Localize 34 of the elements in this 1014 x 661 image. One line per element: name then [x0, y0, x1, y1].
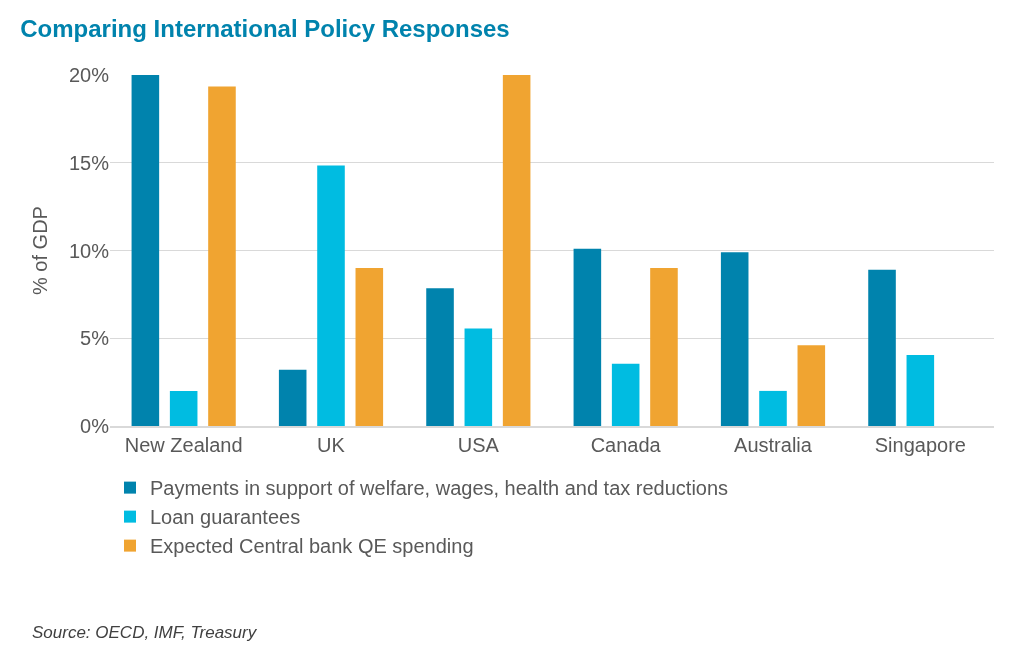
bar: [426, 288, 454, 426]
bar: [720, 252, 749, 426]
bar: [573, 248, 602, 426]
y-tick-label: 10%: [68, 239, 110, 262]
bar: [208, 86, 236, 426]
x-tick-label: Singapore: [874, 434, 966, 456]
bar: [611, 363, 640, 426]
x-tick-label: USA: [457, 434, 500, 456]
y-tick-label: 15%: [68, 151, 110, 174]
source-note: Source: OECD, IMF, Treasury: [32, 623, 258, 642]
bar: [317, 165, 345, 426]
x-tick-label: UK: [317, 434, 346, 456]
x-tick-label: New Zealand: [124, 434, 243, 456]
y-tick-label: 20%: [68, 64, 110, 86]
legend-label: Payments in support of welfare, wages, health and tax reductions: [150, 477, 729, 500]
bar: [502, 75, 531, 426]
x-tick-label: Canada: [590, 434, 662, 456]
bar: [355, 268, 384, 426]
x-tick-label: Australia: [734, 434, 813, 456]
bar: [797, 345, 826, 426]
bar: [906, 354, 935, 426]
bar: [759, 390, 787, 426]
legend-label: Loan guarantees: [150, 506, 301, 529]
bar: [464, 328, 493, 426]
bar: [868, 269, 896, 426]
chart-title: Comparing International Policy Responses: [20, 14, 510, 42]
bar: [650, 268, 678, 426]
legend-label: Expected Central bank QE spending: [150, 535, 474, 558]
y-axis-title: % of GDP: [29, 206, 52, 295]
y-tick-label: 5%: [80, 327, 110, 350]
bar: [131, 75, 160, 426]
bar: [169, 390, 198, 426]
bar: [278, 369, 307, 426]
y-tick-label: 0%: [80, 415, 110, 437]
